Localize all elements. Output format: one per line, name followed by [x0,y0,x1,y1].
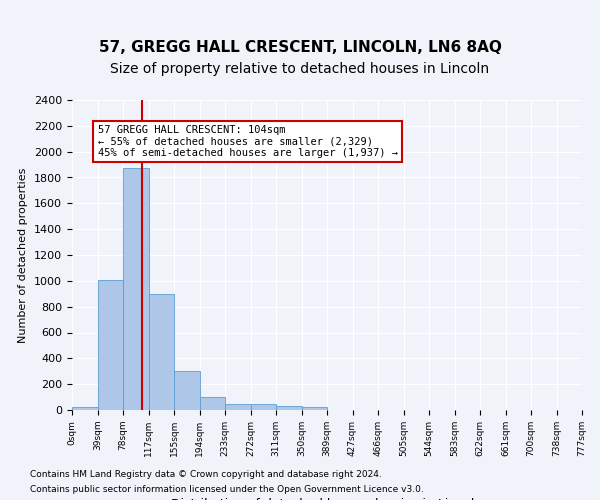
Bar [123,168,149,410]
Text: 57 GREGG HALL CRESCENT: 104sqm
← 55% of detached houses are smaller (2,329)
45% : 57 GREGG HALL CRESCENT: 104sqm ← 55% of … [97,125,398,158]
Text: Contains public sector information licensed under the Open Government Licence v3: Contains public sector information licen… [30,485,424,494]
Bar [276,406,302,410]
Bar [174,370,199,410]
Text: Size of property relative to detached houses in Lincoln: Size of property relative to detached ho… [110,62,490,76]
Text: Contains HM Land Registry data © Crown copyright and database right 2024.: Contains HM Land Registry data © Crown c… [30,470,382,479]
Bar [302,408,327,410]
Bar [97,280,123,410]
Text: 57, GREGG HALL CRESCENT, LINCOLN, LN6 8AQ: 57, GREGG HALL CRESCENT, LINCOLN, LN6 8A… [98,40,502,55]
Bar [251,404,276,410]
Bar [149,294,174,410]
Bar [199,397,225,410]
Bar [72,408,97,410]
Y-axis label: Number of detached properties: Number of detached properties [19,168,28,342]
X-axis label: Distribution of detached houses by size in Lincoln: Distribution of detached houses by size … [172,498,482,500]
Bar [225,404,251,410]
